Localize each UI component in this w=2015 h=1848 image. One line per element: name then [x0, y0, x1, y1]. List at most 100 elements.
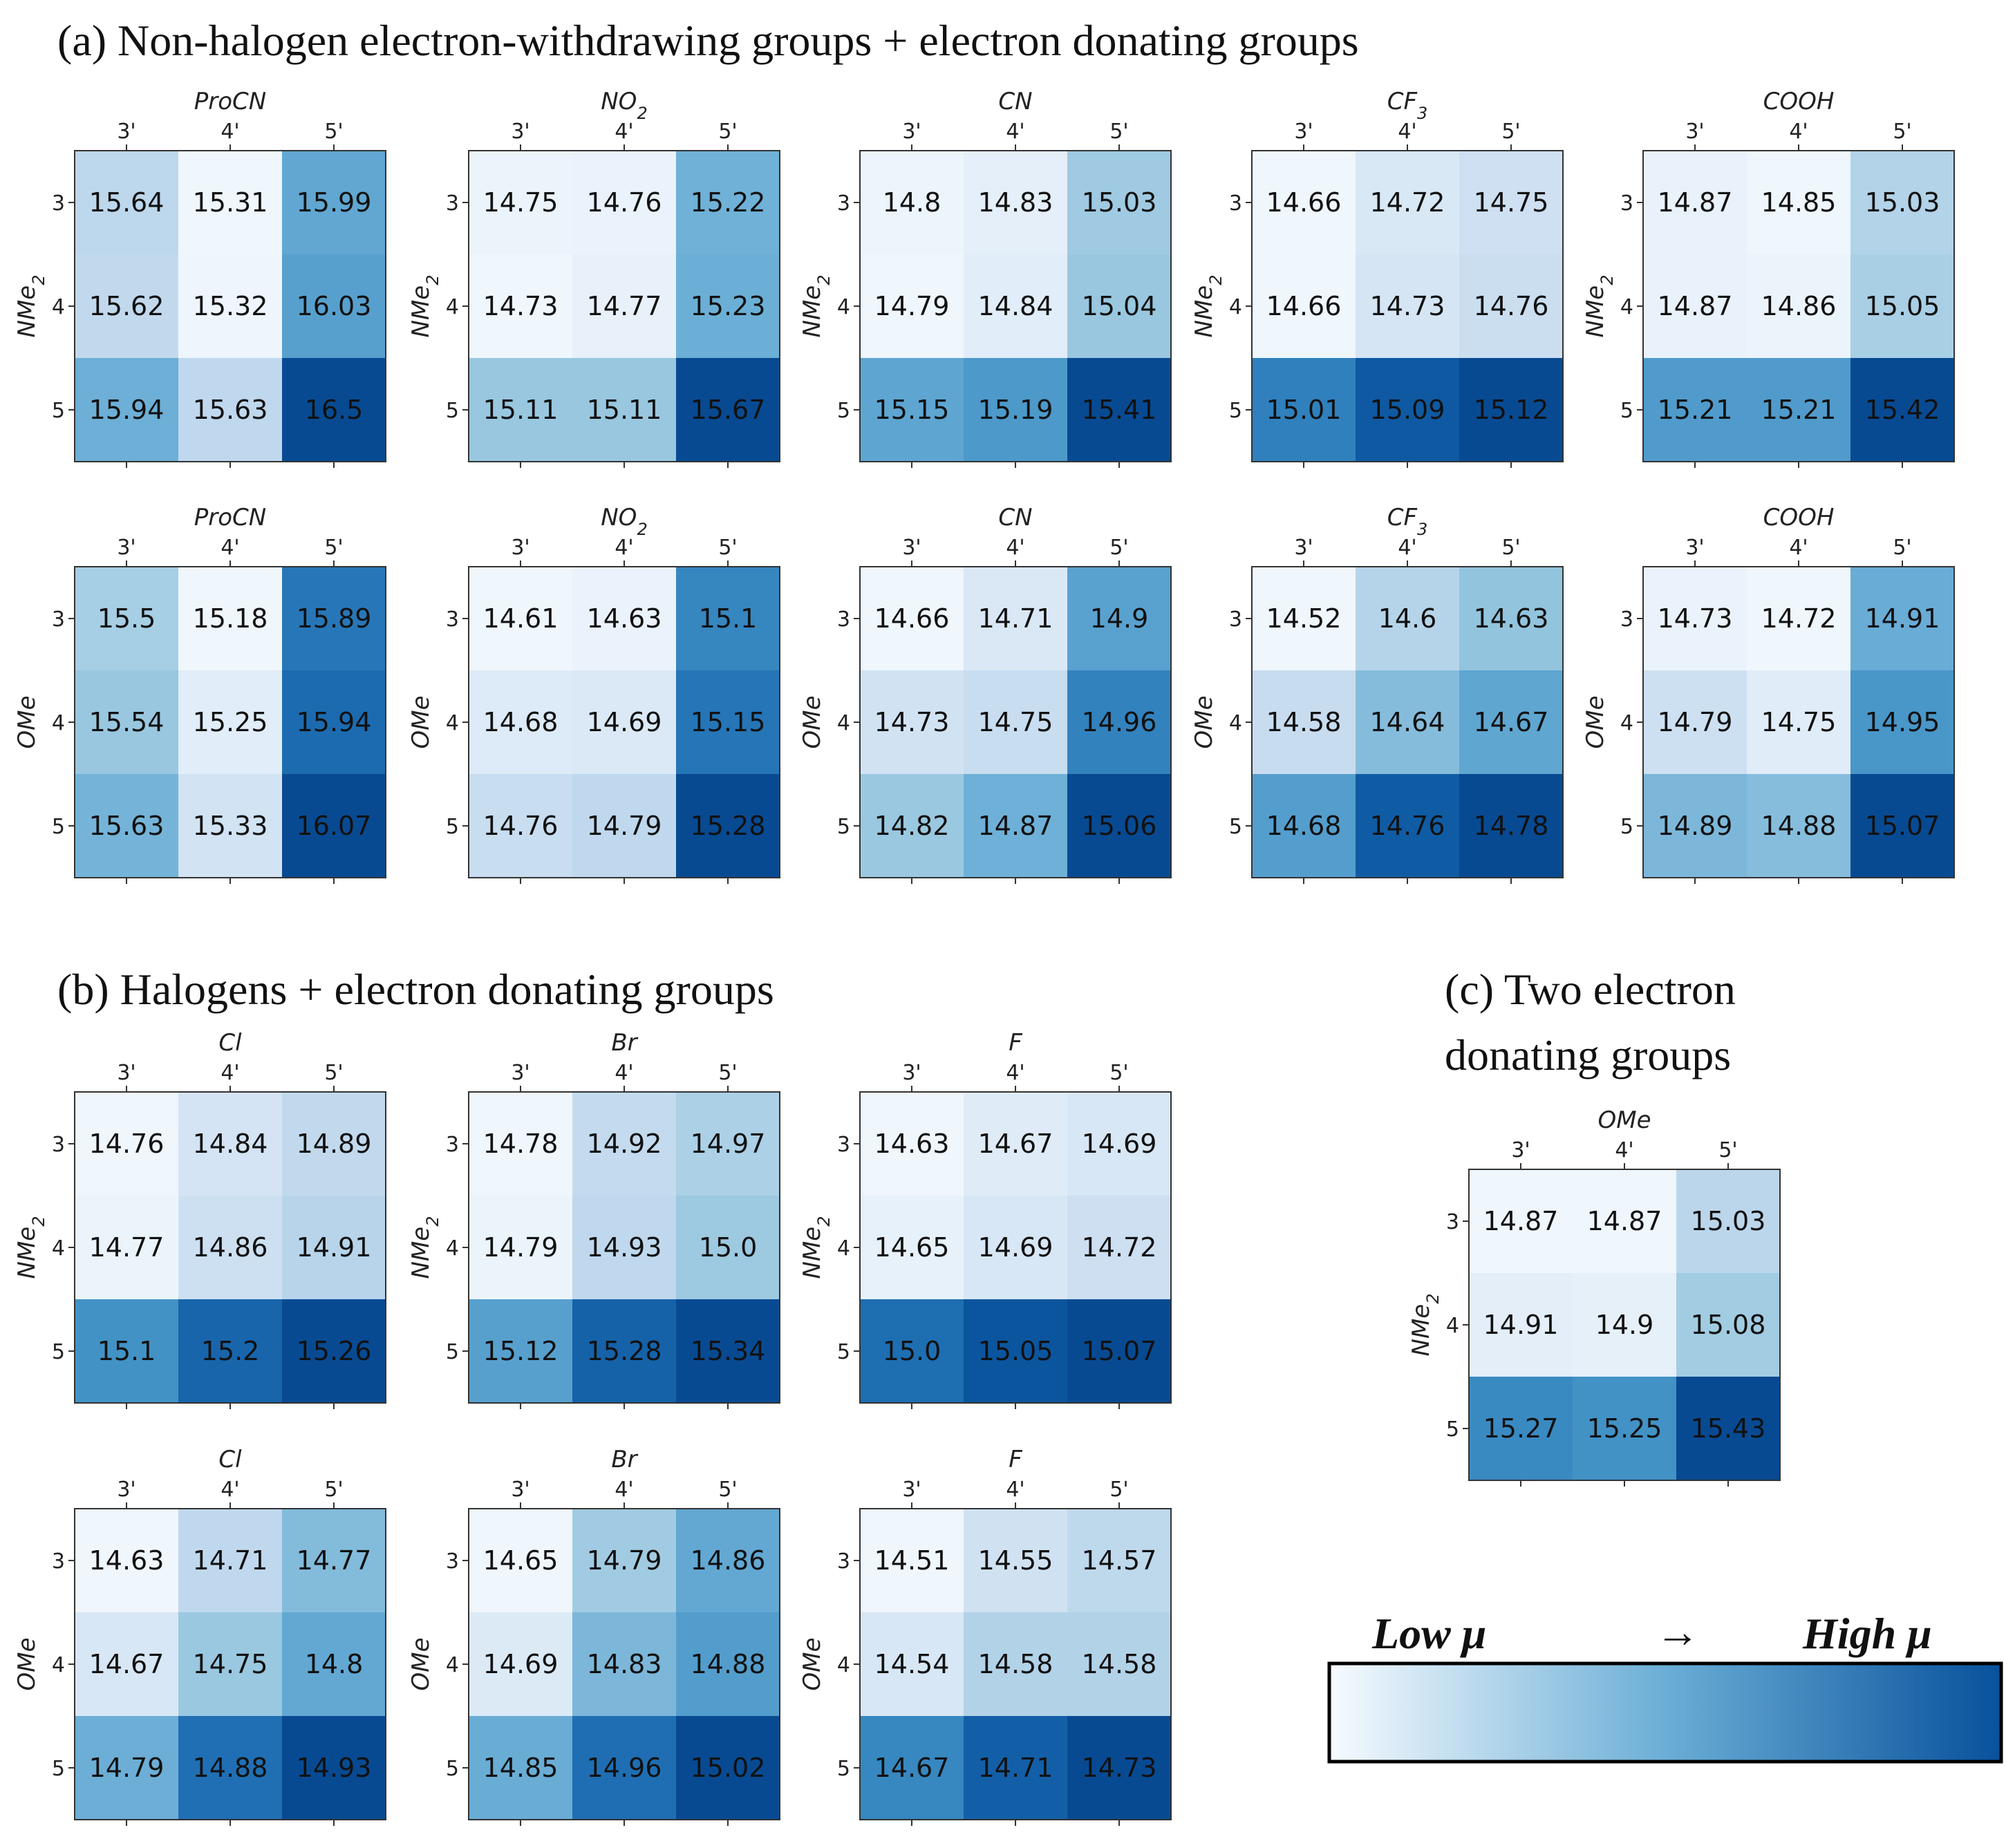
heatmap-cell: [860, 358, 964, 462]
cell-value-label: 15.67: [691, 395, 766, 425]
heatmap-title: Cl: [218, 1029, 242, 1057]
x-tick-label: 5': [1109, 120, 1128, 144]
y-tick-label: 4: [837, 711, 850, 735]
x-tick-label: 5': [718, 120, 737, 144]
heatmap-cell: [964, 254, 1067, 358]
heatmap-cell: [1469, 1169, 1573, 1273]
cell-value-label: 15.62: [89, 291, 165, 321]
heatmap-cell: [1850, 670, 1954, 774]
cell-value-label: 14.77: [587, 291, 662, 321]
heatmap-cell: [1067, 1509, 1171, 1612]
cell-value-label: 14.66: [1266, 187, 1342, 218]
heatmap-cell: [676, 1196, 780, 1299]
cell-value-label: 14.83: [587, 1649, 662, 1679]
cell-value-label: 14.8: [883, 187, 941, 218]
x-tick-label: 5': [1109, 536, 1128, 560]
heatmap-cell: [1067, 1716, 1171, 1820]
y-tick-label: 4: [837, 1653, 850, 1677]
heatmap-cell: [1747, 358, 1850, 462]
heatmap-title: Br: [611, 1446, 638, 1473]
heatmap-cell: [1747, 151, 1850, 254]
x-tick-label: 3': [1685, 120, 1704, 144]
cell-value-label: 15.23: [691, 291, 766, 321]
heatmap-cell: [1643, 774, 1747, 878]
cell-value-label: 14.72: [1370, 187, 1445, 218]
cell-value-label: 14.87: [1587, 1206, 1662, 1236]
cell-value-label: 15.03: [1691, 1206, 1766, 1236]
y-tick-label: 5: [837, 815, 850, 839]
heatmap-ylabel: NMe2: [1407, 1294, 1443, 1357]
heatmap-cell: [572, 1509, 676, 1612]
heatmap-cell: [1459, 358, 1563, 462]
heatmap-cell: [1676, 1273, 1780, 1377]
cell-value-label: 14.87: [1483, 1206, 1559, 1236]
cell-value-label: 14.79: [89, 1753, 165, 1783]
heatmap-cell: [860, 1299, 964, 1403]
cell-value-label: 14.87: [978, 811, 1053, 841]
y-tick-label: 5: [1620, 815, 1633, 839]
cell-value-label: 15.89: [297, 603, 372, 634]
x-tick-label: 3': [1511, 1138, 1530, 1162]
heatmap-title: Cl: [218, 1446, 242, 1473]
cell-value-label: 14.93: [587, 1232, 662, 1263]
cell-value-label: 15.22: [691, 187, 766, 218]
heatmap-cell: [178, 358, 282, 462]
heatmap-cell: [1252, 254, 1356, 358]
cell-value-label: 15.15: [691, 707, 766, 737]
cell-value-label: 14.68: [483, 707, 559, 737]
cell-value-label: 14.58: [1082, 1649, 1157, 1679]
heatmap-title: CF3: [1387, 504, 1428, 539]
x-tick-label: 5': [1501, 536, 1520, 560]
x-tick-label: 3': [902, 536, 921, 560]
cell-value-label: 15.1: [97, 1336, 156, 1366]
heatmap-title: CN: [998, 504, 1032, 531]
cell-value-label: 14.61: [483, 603, 559, 634]
x-tick-label: 4': [615, 1061, 633, 1085]
cell-value-label: 14.8: [305, 1649, 364, 1679]
x-tick-label: 5': [1109, 1478, 1128, 1502]
y-tick-label: 5: [837, 399, 850, 423]
heatmap-cell: [572, 670, 676, 774]
cell-value-label: 14.78: [483, 1129, 559, 1159]
heatmap-cell: [75, 1092, 178, 1196]
y-tick-label: 3: [1620, 607, 1633, 632]
heatmap-title: CF3: [1387, 88, 1428, 123]
heatmap-cell: [282, 1196, 386, 1299]
cell-value-label: 16.07: [297, 811, 372, 841]
cell-value-label: 14.95: [1865, 707, 1940, 737]
heatmap-cell: [1643, 670, 1747, 774]
heatmap-cell: [1573, 1169, 1676, 1273]
heatmap-cell: [964, 567, 1067, 670]
heatmap-a-10: 14.73 14.72 14.91 14.79 14.75 14.95 14.89 14.88…: [1582, 504, 1955, 884]
x-tick-label: 4': [1789, 536, 1808, 560]
cell-value-label: 15.04: [1082, 291, 1157, 321]
cell-value-label: 15.11: [587, 395, 662, 425]
heatmap-cell: [75, 1509, 178, 1612]
cell-value-label: 14.92: [587, 1129, 662, 1159]
heatmap-a-1: 15.64 15.31 15.99 15.62 15.32 16.03 15.94 15.63…: [13, 88, 386, 468]
heatmap-cell: [676, 1092, 780, 1196]
y-tick-label: 4: [1229, 295, 1242, 319]
cell-value-label: 14.78: [1474, 811, 1549, 841]
heatmap-cell: [178, 1299, 282, 1403]
heatmap-cell: [178, 774, 282, 878]
x-tick-label: 3': [1294, 120, 1313, 144]
heatmap-cell: [469, 774, 572, 878]
heatmap-cell: [572, 254, 676, 358]
heatmap-cell: [964, 774, 1067, 878]
heatmap-cell: [572, 1196, 676, 1299]
heatmap-ylabel: NMe2: [798, 1216, 834, 1279]
heatmap-cell: [75, 1299, 178, 1403]
cell-value-label: 16.5: [305, 395, 364, 425]
x-tick-label: 5': [1109, 1061, 1128, 1085]
heatmap-cell: [282, 254, 386, 358]
heatmap-cell: [1252, 358, 1356, 462]
x-tick-label: 3': [117, 1061, 135, 1085]
y-tick-label: 3: [1620, 191, 1633, 216]
cell-value-label: 14.88: [691, 1649, 766, 1679]
heatmap-cell: [860, 1509, 964, 1612]
cell-value-label: 15.06: [1082, 811, 1157, 841]
cell-value-label: 15.27: [1483, 1413, 1559, 1444]
heatmap-cell: [860, 1612, 964, 1716]
cell-value-label: 15.42: [1865, 395, 1940, 425]
